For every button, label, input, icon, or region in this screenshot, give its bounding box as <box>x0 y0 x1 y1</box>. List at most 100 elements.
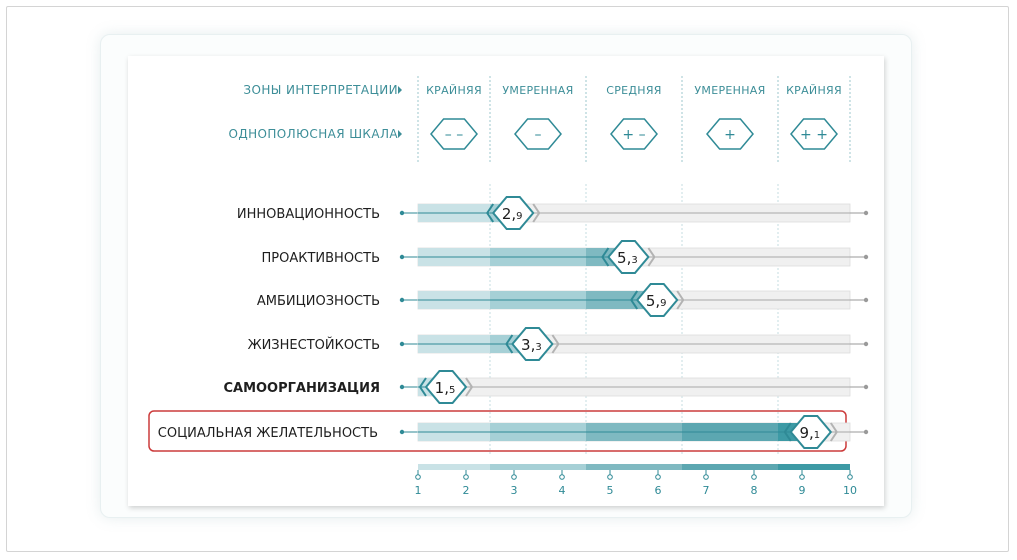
scale-tick-dot <box>463 474 469 480</box>
right-chevron <box>647 247 656 267</box>
scale-tick-label: 1 <box>415 484 422 497</box>
scale-tick-dot <box>751 474 757 480</box>
left-chevron <box>418 377 427 397</box>
value-label: 9,1 <box>799 424 820 442</box>
left-chevron <box>485 203 495 223</box>
value-label: 2,9 <box>502 205 523 223</box>
track-end-dot <box>863 210 869 216</box>
trait-label: СОЦИАЛЬНАЯ ЖЕЛАТЕЛЬНОСТЬ <box>158 426 378 441</box>
scale-hexagon-icon <box>706 118 754 150</box>
trait-label: АМБИЦИОЗНОСТЬ <box>257 294 380 309</box>
value-hexagon-marker <box>491 196 535 230</box>
left-chevron <box>601 247 610 267</box>
value-decimal: 3 <box>631 255 637 266</box>
report-card: ЗОНЫ ИНТЕРПРЕТАЦИИ ОДНОПОЛЮСНАЯ ШКАЛА КРАЙ… <box>128 56 884 506</box>
trait-label: ПРОАКТИВНОСТЬ <box>262 251 381 266</box>
scale-tick-dot <box>655 474 661 480</box>
scale-tick-dot <box>703 474 709 480</box>
right-chevron <box>465 377 474 397</box>
value-decimal: 9 <box>516 211 522 222</box>
value-integer: 2, <box>502 205 516 223</box>
lead-dot <box>399 210 405 216</box>
lead-dot <box>399 384 405 390</box>
value-label: 3,3 <box>521 336 542 354</box>
value-decimal: 3 <box>535 342 541 353</box>
left-chevron <box>629 290 639 310</box>
trait-row: СОЦИАЛЬНАЯ ЖЕЛАТЕЛЬНОСТЬ 9,1 <box>158 415 869 449</box>
value-hexagon-marker <box>424 370 468 404</box>
scale-tick-label: 8 <box>751 484 758 497</box>
scale-tick-dot <box>799 474 805 480</box>
trait-row: АМБИЦИОЗНОСТЬ 5,9 <box>257 283 869 317</box>
track-end-dot <box>863 254 869 260</box>
lead-dot <box>399 297 405 303</box>
scale-band <box>586 464 682 470</box>
trait-label: ИННОВАЦИОННОСТЬ <box>237 207 380 222</box>
scale-tick-label: 2 <box>463 484 470 497</box>
value-integer: 5, <box>646 292 660 310</box>
scale-band <box>778 464 850 470</box>
scale-symbol: + + <box>800 127 828 143</box>
value-hexagon-marker <box>635 283 679 317</box>
scale-tick-label: 9 <box>799 484 806 497</box>
zone-label: УМЕРЕННАЯ <box>502 84 573 97</box>
scale-band <box>490 464 586 470</box>
scale-tick-dot <box>847 474 853 480</box>
scale-tick-label: 6 <box>655 484 662 497</box>
scale-band <box>682 464 778 470</box>
trait-row: САМООРГАНИЗАЦИЯ 1,5 <box>223 370 869 404</box>
zones-label: ЗОНЫ ИНТЕРПРЕТАЦИИ <box>243 83 398 97</box>
scale-hexagon-icon <box>430 118 478 150</box>
right-chevron <box>532 203 541 223</box>
value-hexagon-marker <box>607 240 650 274</box>
scale-label: ОДНОПОЛЮСНАЯ ШКАЛА <box>229 127 399 141</box>
value-integer: 5, <box>617 249 631 267</box>
zone-label: КРАЙНЯЯ <box>426 84 482 97</box>
scale-tick-label: 3 <box>511 484 518 497</box>
trait-label: ЖИЗНЕСТОЙКОСТЬ <box>248 337 380 353</box>
scale-tick-label: 10 <box>843 484 857 497</box>
left-chevron <box>505 334 514 354</box>
zone-label: СРЕДНЯЯ <box>606 84 662 97</box>
value-integer: 9, <box>799 424 813 442</box>
trait-label: САМООРГАНИЗАЦИЯ <box>223 381 380 396</box>
track-end-dot <box>863 341 869 347</box>
track-end-dot <box>863 384 869 390</box>
trait-scale-chart: ЗОНЫ ИНТЕРПРЕТАЦИИ ОДНОПОЛЮСНАЯ ШКАЛА КРАЙ… <box>148 76 869 497</box>
track-end-dot <box>863 297 869 303</box>
scale-tick-label: 7 <box>703 484 710 497</box>
scale-symbol: + <box>724 127 736 143</box>
scale-tick-dot <box>415 474 421 480</box>
left-chevron <box>783 422 792 442</box>
value-hexagon-marker <box>789 415 833 449</box>
scale-symbol: + – <box>622 127 645 143</box>
value-label: 5,3 <box>617 249 638 267</box>
trait-row: ЖИЗНЕСТОЙКОСТЬ 3,3 <box>248 327 869 361</box>
value-decimal: 5 <box>449 385 455 396</box>
trait-row: ИННОВАЦИОННОСТЬ 2,9 <box>237 196 869 230</box>
value-integer: 3, <box>521 336 535 354</box>
value-hexagon-marker <box>511 327 554 361</box>
scale-tick-label: 5 <box>607 484 614 497</box>
value-decimal: 1 <box>814 430 820 441</box>
scale-hexagon-icon <box>610 118 658 150</box>
scale-tick-dot <box>559 474 565 480</box>
scale-hexagon-icon <box>790 118 838 150</box>
scale-tick-label: 4 <box>559 484 566 497</box>
lead-dot <box>399 341 405 347</box>
track-end-dot <box>863 429 869 435</box>
scale-tick-dot <box>607 474 613 480</box>
value-label: 1,5 <box>435 379 456 397</box>
zone-label: КРАЙНЯЯ <box>786 84 842 97</box>
value-decimal: 9 <box>660 298 666 309</box>
scale-tick-dot <box>511 474 517 480</box>
value-integer: 1, <box>435 379 449 397</box>
scale-band <box>418 464 490 470</box>
right-chevron <box>551 334 560 354</box>
lead-dot <box>399 254 405 260</box>
scale-symbol: – <box>535 127 542 143</box>
caret-right-icon <box>398 86 402 94</box>
zone-label: УМЕРЕННАЯ <box>694 84 765 97</box>
lead-dot <box>399 429 405 435</box>
value-label: 5,9 <box>646 292 667 310</box>
